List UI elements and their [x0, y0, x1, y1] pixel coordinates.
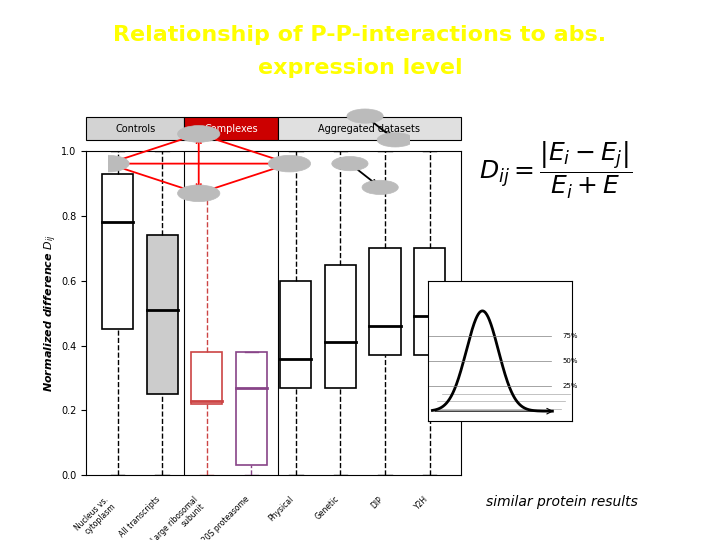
Circle shape — [87, 156, 129, 172]
Bar — [191, 352, 222, 404]
Text: All transcripts: All transcripts — [118, 495, 162, 539]
Text: Genetic: Genetic — [313, 495, 341, 522]
Bar — [235, 352, 267, 465]
Text: 25%: 25% — [562, 383, 577, 389]
Text: Nucleus vs.
cytoplasm: Nucleus vs. cytoplasm — [73, 495, 117, 539]
Text: 50%: 50% — [562, 358, 578, 364]
Bar — [414, 248, 445, 355]
Text: 75%: 75% — [562, 333, 578, 339]
Bar — [86, 117, 184, 140]
Text: Physical: Physical — [267, 495, 296, 523]
Circle shape — [347, 109, 383, 123]
Bar — [325, 265, 356, 388]
Circle shape — [269, 156, 310, 172]
Circle shape — [332, 157, 368, 171]
Bar — [278, 117, 461, 140]
Bar — [369, 248, 400, 355]
Text: Complexes: Complexes — [204, 124, 258, 133]
Text: $D_{ij} = \dfrac{\left|E_i - E_j\right|}{E_i + E}$: $D_{ij} = \dfrac{\left|E_i - E_j\right|}… — [479, 140, 631, 200]
Bar — [102, 174, 133, 329]
Circle shape — [178, 126, 220, 142]
Text: Aggregated datasets: Aggregated datasets — [318, 124, 420, 133]
Circle shape — [362, 180, 398, 194]
Y-axis label: Normalized difference $D_{ij}$: Normalized difference $D_{ij}$ — [42, 234, 58, 392]
Circle shape — [178, 185, 220, 201]
Bar — [184, 117, 278, 140]
Bar — [280, 281, 312, 388]
Text: expression level: expression level — [258, 57, 462, 78]
Text: 20S proteasome: 20S proteasome — [201, 495, 251, 540]
Text: Controls: Controls — [115, 124, 156, 133]
Text: Y2H: Y2H — [413, 495, 430, 512]
Text: Relationship of P-P-interactions to abs.: Relationship of P-P-interactions to abs. — [114, 25, 606, 45]
Circle shape — [377, 133, 413, 147]
Bar — [147, 235, 178, 394]
Text: DIP: DIP — [369, 495, 385, 510]
Text: Large ribosomal
subunit: Large ribosomal subunit — [149, 495, 207, 540]
Text: similar protein results: similar protein results — [486, 495, 637, 509]
